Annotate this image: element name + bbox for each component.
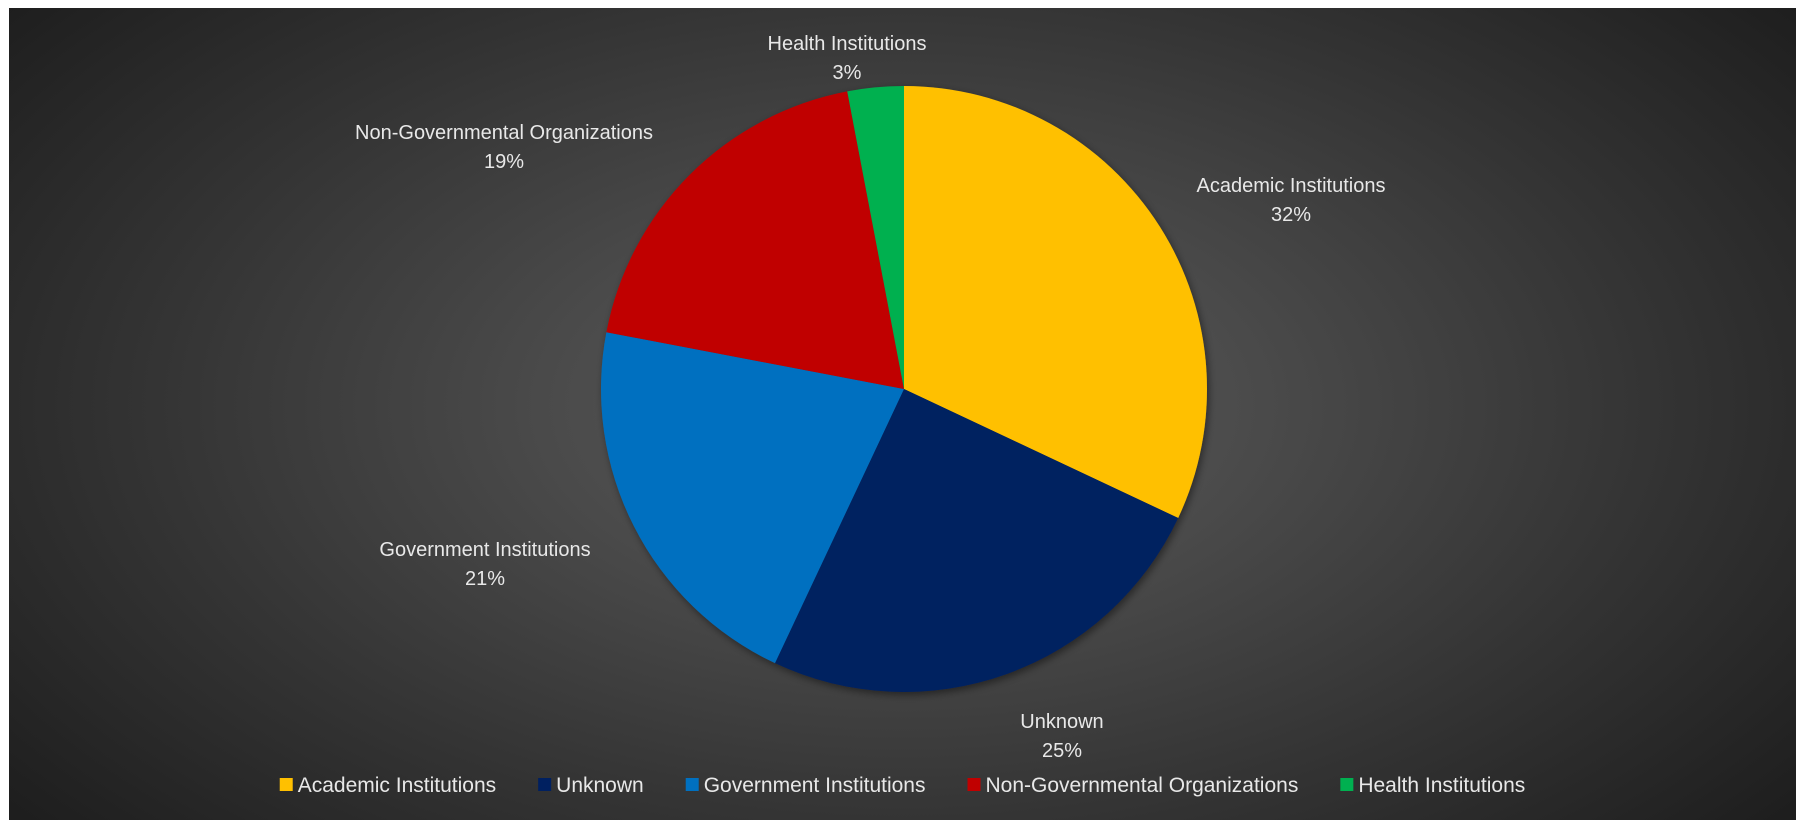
pie-slice-unknown (774, 389, 1179, 692)
legend-item-non-governmental-organizations: Non-Governmental Organizations (967, 774, 1299, 797)
data-label-category-health-institutions: Health Institutions (768, 33, 927, 55)
legend-swatch-health-institutions (1340, 778, 1354, 791)
pie-chart: Academic Institutions 32% Unknown 25% Govern… (279, 33, 1525, 797)
legend-swatch-non-governmental-organizations (967, 778, 981, 791)
legend: Academic Institutions Unknown Government I… (279, 774, 1525, 797)
pie-slice-government-institutions (601, 332, 904, 664)
legend-label-academic-institutions: Academic Institutions (298, 774, 496, 797)
legend-item-unknown: Unknown (538, 774, 644, 797)
data-label-category-non-governmental-organizations: Non-Governmental Organizations (355, 122, 653, 144)
data-label-category-government-institutions: Government Institutions (379, 539, 590, 561)
legend-item-health-institutions: Health Institutions (1340, 774, 1525, 797)
legend-swatch-academic-institutions (279, 778, 293, 791)
legend-label-health-institutions: Health Institutions (1358, 774, 1525, 797)
pie-slice-health-institutions (847, 86, 904, 389)
pie-slice-non-governmental-organizations (606, 91, 904, 389)
data-label-category-unknown: Unknown (1020, 711, 1103, 733)
pie-slice-academic-institutions (904, 86, 1208, 519)
legend-item-academic-institutions: Academic Institutions (279, 774, 496, 797)
data-labels: Academic Institutions 32% Unknown 25% Govern… (355, 33, 1385, 762)
legend-swatch-unknown (538, 778, 552, 791)
data-label-value-health-institutions: 3% (833, 62, 862, 84)
legend-swatch-government-institutions (685, 778, 699, 791)
legend-label-government-institutions: Government Institutions (704, 774, 926, 797)
chart-area: Academic Institutions 32% Unknown 25% Govern… (9, 8, 1796, 820)
data-label-value-unknown: 25% (1042, 740, 1082, 762)
pie-slices (601, 86, 1208, 692)
legend-item-government-institutions: Government Institutions (685, 774, 926, 797)
legend-label-non-governmental-organizations: Non-Governmental Organizations (986, 774, 1299, 797)
data-label-value-non-governmental-organizations: 19% (484, 151, 524, 173)
data-label-value-academic-institutions: 32% (1271, 204, 1311, 226)
legend-label-unknown: Unknown (556, 774, 644, 797)
data-label-value-government-institutions: 21% (465, 568, 505, 590)
data-label-category-academic-institutions: Academic Institutions (1197, 175, 1386, 197)
